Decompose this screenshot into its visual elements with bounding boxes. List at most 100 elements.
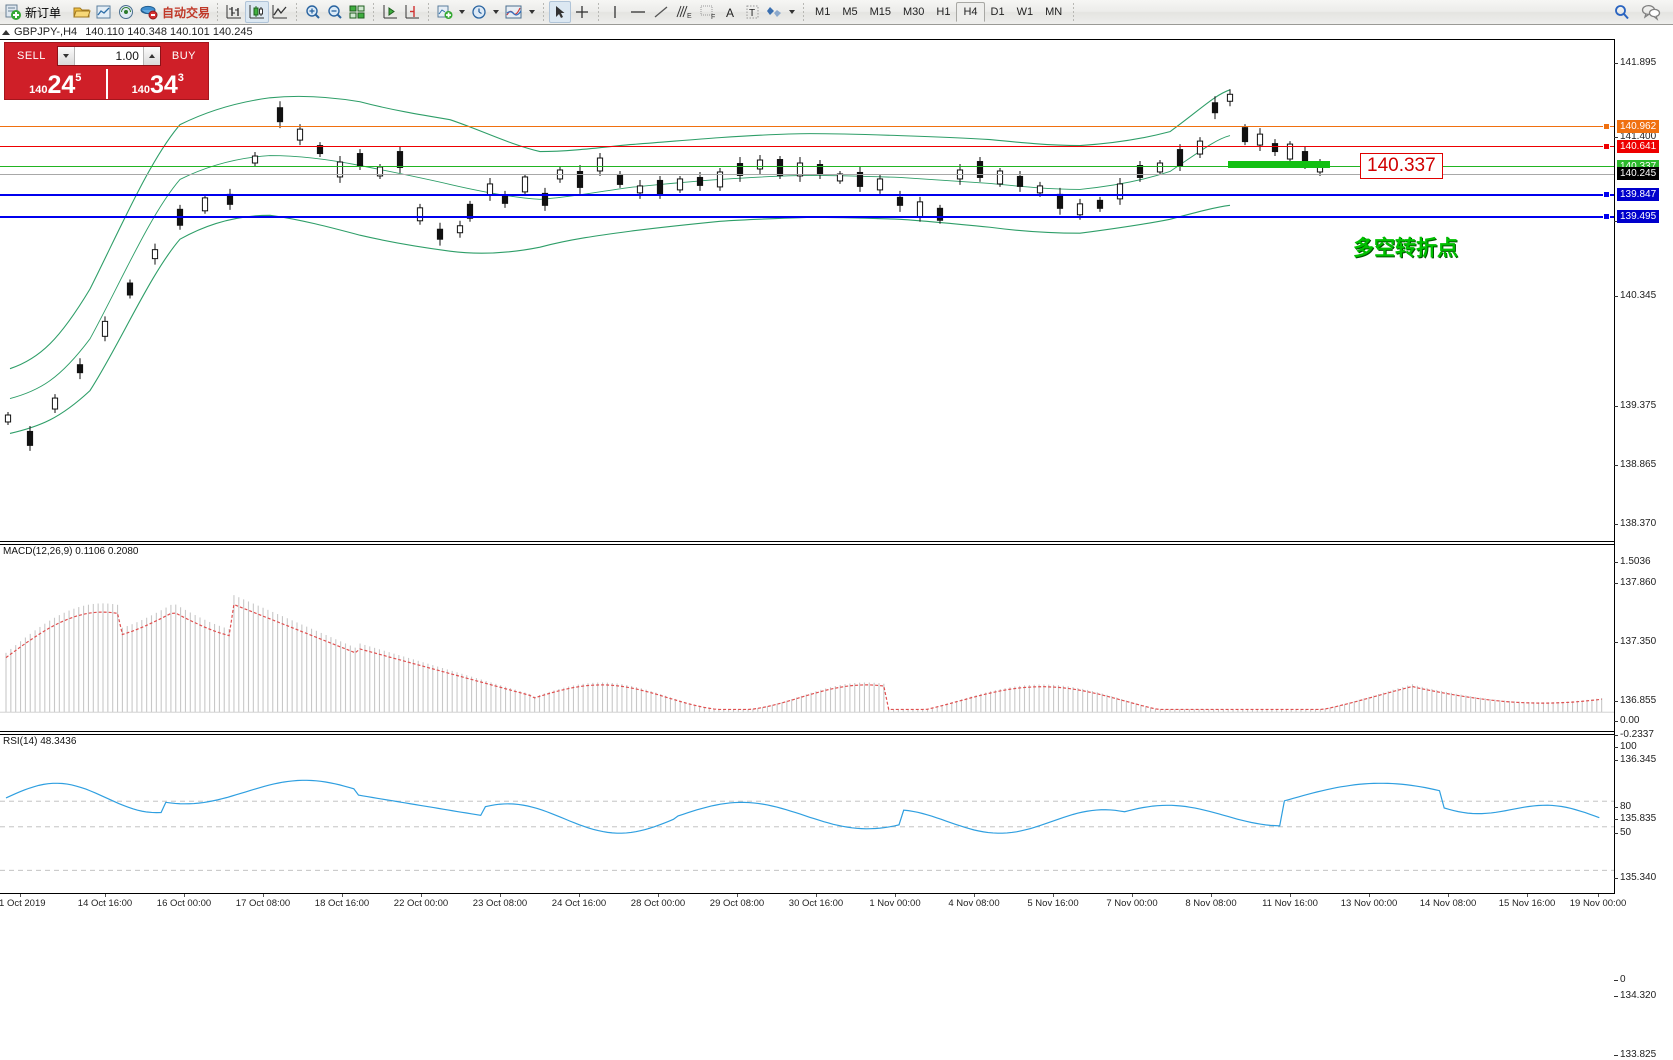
time-tick-mark xyxy=(974,894,975,897)
horizontal-line-icon[interactable] xyxy=(626,1,650,23)
time-tick-label: 28 Oct 00:00 xyxy=(630,898,686,909)
price-level-line-140962[interactable] xyxy=(0,126,1614,127)
broadcast-icon[interactable] xyxy=(115,1,137,23)
indicator-tick: 0.00 xyxy=(1613,715,1639,726)
zoom-in-icon[interactable] xyxy=(302,1,324,23)
time-tick-label: 22 Oct 00:00 xyxy=(393,898,449,909)
price-tick: 137.350 xyxy=(1613,636,1656,647)
price-level-label-139495[interactable]: 139.495 xyxy=(1617,210,1660,223)
price-level-label-140245[interactable]: 140.245 xyxy=(1617,167,1660,180)
price-tick: 135.340 xyxy=(1613,872,1656,883)
shapes-icon[interactable] xyxy=(764,1,786,23)
indicator-tick: 80 xyxy=(1613,801,1631,812)
folder-icon[interactable] xyxy=(71,1,93,23)
timeframe-h1[interactable]: H1 xyxy=(936,6,951,18)
autotrading-label: 自动交易 xyxy=(162,5,211,20)
timeframe-m15[interactable]: M15 xyxy=(869,6,891,18)
indicator-list-icon[interactable] xyxy=(502,1,526,23)
sell-button[interactable]: SELL xyxy=(17,50,46,62)
collapse-triangle-icon[interactable] xyxy=(2,29,10,35)
text-box-icon[interactable]: T xyxy=(742,1,764,23)
timeframe-d1[interactable]: D1 xyxy=(990,6,1005,18)
volume-decrease-button[interactable] xyxy=(57,47,75,65)
fibonacci-icon[interactable]: E xyxy=(672,1,696,23)
price-level-line-139495[interactable] xyxy=(0,216,1614,218)
cursor-icon[interactable] xyxy=(549,1,572,23)
time-tick-mark xyxy=(500,894,501,897)
price-level-label-140641[interactable]: 140.641 xyxy=(1617,140,1660,153)
price-level-handle-139847[interactable] xyxy=(1603,191,1610,198)
time-tick-mark xyxy=(1369,894,1370,897)
timeframe-m30[interactable]: M30 xyxy=(903,6,925,18)
add-indicator-icon[interactable] xyxy=(434,1,456,23)
price-tick: 138.370 xyxy=(1613,518,1656,529)
line-chart-icon[interactable] xyxy=(269,1,291,23)
timeframe-w1[interactable]: W1 xyxy=(1016,6,1034,18)
text-label-icon[interactable]: A xyxy=(720,1,742,23)
tile-windows-icon[interactable] xyxy=(346,1,368,23)
chat-icon[interactable] xyxy=(1639,1,1663,23)
time-tick-label: 11 Oct 2019 xyxy=(0,898,46,909)
green-highlight-band[interactable] xyxy=(1228,161,1330,168)
price-tag-label[interactable]: 140.337 xyxy=(1360,153,1443,179)
time-tick-mark xyxy=(1211,894,1212,897)
price-level-handle-139495[interactable] xyxy=(1603,213,1610,220)
crosshair-icon[interactable] xyxy=(571,1,593,23)
rsi-pane[interactable]: RSI(14) 48.3436 xyxy=(0,734,1614,894)
chevron-down-icon[interactable] xyxy=(789,10,796,14)
price-chart-svg xyxy=(4,89,1324,451)
price-level-label-140962[interactable]: 140.962 xyxy=(1617,120,1660,133)
price-level-line-140641[interactable] xyxy=(0,146,1614,147)
price-level-handle-140962[interactable] xyxy=(1603,123,1610,130)
indicator-tick: 50 xyxy=(1613,827,1631,838)
price-tick: 136.345 xyxy=(1613,754,1656,765)
sell-price-display[interactable]: 140 24 5 xyxy=(29,71,82,99)
price-tick: 137.860 xyxy=(1613,577,1656,588)
candlestick-chart-icon[interactable] xyxy=(245,1,270,23)
time-tick-label: 14 Oct 16:00 xyxy=(77,898,133,909)
vertical-line-icon[interactable] xyxy=(604,1,626,23)
bar-chart-icon[interactable] xyxy=(223,1,245,23)
price-pane[interactable]: 140.337 多空转折点 xyxy=(0,39,1614,542)
expert-advisor-icon[interactable]: 自动交易 xyxy=(137,1,212,23)
chart-annotation-text[interactable]: 多空转折点 xyxy=(1353,237,1458,260)
price-level-handle-140641[interactable] xyxy=(1603,143,1610,150)
chart-area[interactable]: GBPJPY-,H4 140.110 140.348 140.101 140.2… xyxy=(0,25,1673,1060)
timeframe-m5[interactable]: M5 xyxy=(842,6,858,18)
buy-button[interactable]: BUY xyxy=(171,50,196,62)
volume-input[interactable]: 1.00 xyxy=(56,46,161,66)
auto-scroll-icon[interactable] xyxy=(379,1,401,23)
price-tick: 136.855 xyxy=(1613,695,1656,706)
chevron-down-icon[interactable] xyxy=(529,10,536,14)
time-tick-mark xyxy=(1290,894,1291,897)
templates-icon[interactable] xyxy=(93,1,115,23)
toolbar-separator xyxy=(598,3,600,21)
price-level-label-139847[interactable]: 139.847 xyxy=(1617,188,1660,201)
period-icon[interactable] xyxy=(468,1,490,23)
timeframe-mn[interactable]: MN xyxy=(1045,6,1063,18)
main-toolbar: 新订单 自动交易 xyxy=(0,0,1673,25)
timeframe-m1[interactable]: M1 xyxy=(815,6,831,18)
price-scale[interactable]: 141.895141.400140.850140.345139.375138.8… xyxy=(1613,39,1673,1060)
svg-text:E: E xyxy=(687,13,692,20)
one-click-trading-panel[interactable]: SELL 1.00 BUY 140 24 5 140 34 3 xyxy=(4,42,209,100)
equidistant-channel-icon[interactable]: F xyxy=(696,1,720,23)
trend-line-icon[interactable] xyxy=(650,1,672,23)
chevron-down-icon[interactable] xyxy=(493,10,500,14)
zoom-out-icon[interactable] xyxy=(324,1,346,23)
search-icon[interactable] xyxy=(1611,1,1633,23)
time-scale[interactable]: 11 Oct 2019 14 Oct 16:00 16 Oct 00:00 17 Oc… xyxy=(0,894,1626,918)
volume-increase-button[interactable] xyxy=(142,47,160,65)
macd-pane[interactable]: MACD(12,26,9) 0.1106 0.2080 xyxy=(0,544,1614,732)
chart-shift-icon[interactable] xyxy=(401,1,423,23)
rsi-label: RSI(14) 48.3436 xyxy=(3,736,77,747)
buy-price-display[interactable]: 140 34 3 xyxy=(105,69,209,99)
time-tick-label: 24 Oct 16:00 xyxy=(551,898,607,909)
new-order-button[interactable]: 新订单 xyxy=(2,1,63,23)
time-tick-mark xyxy=(895,894,896,897)
chevron-down-icon[interactable] xyxy=(459,10,466,14)
time-tick-label: 14 Nov 08:00 xyxy=(1419,898,1477,909)
price-level-line-139847[interactable] xyxy=(0,194,1614,196)
symbol-ohlc: 140.110 140.348 140.101 140.245 xyxy=(85,26,253,38)
timeframe-h4[interactable]: H4 xyxy=(956,2,985,22)
